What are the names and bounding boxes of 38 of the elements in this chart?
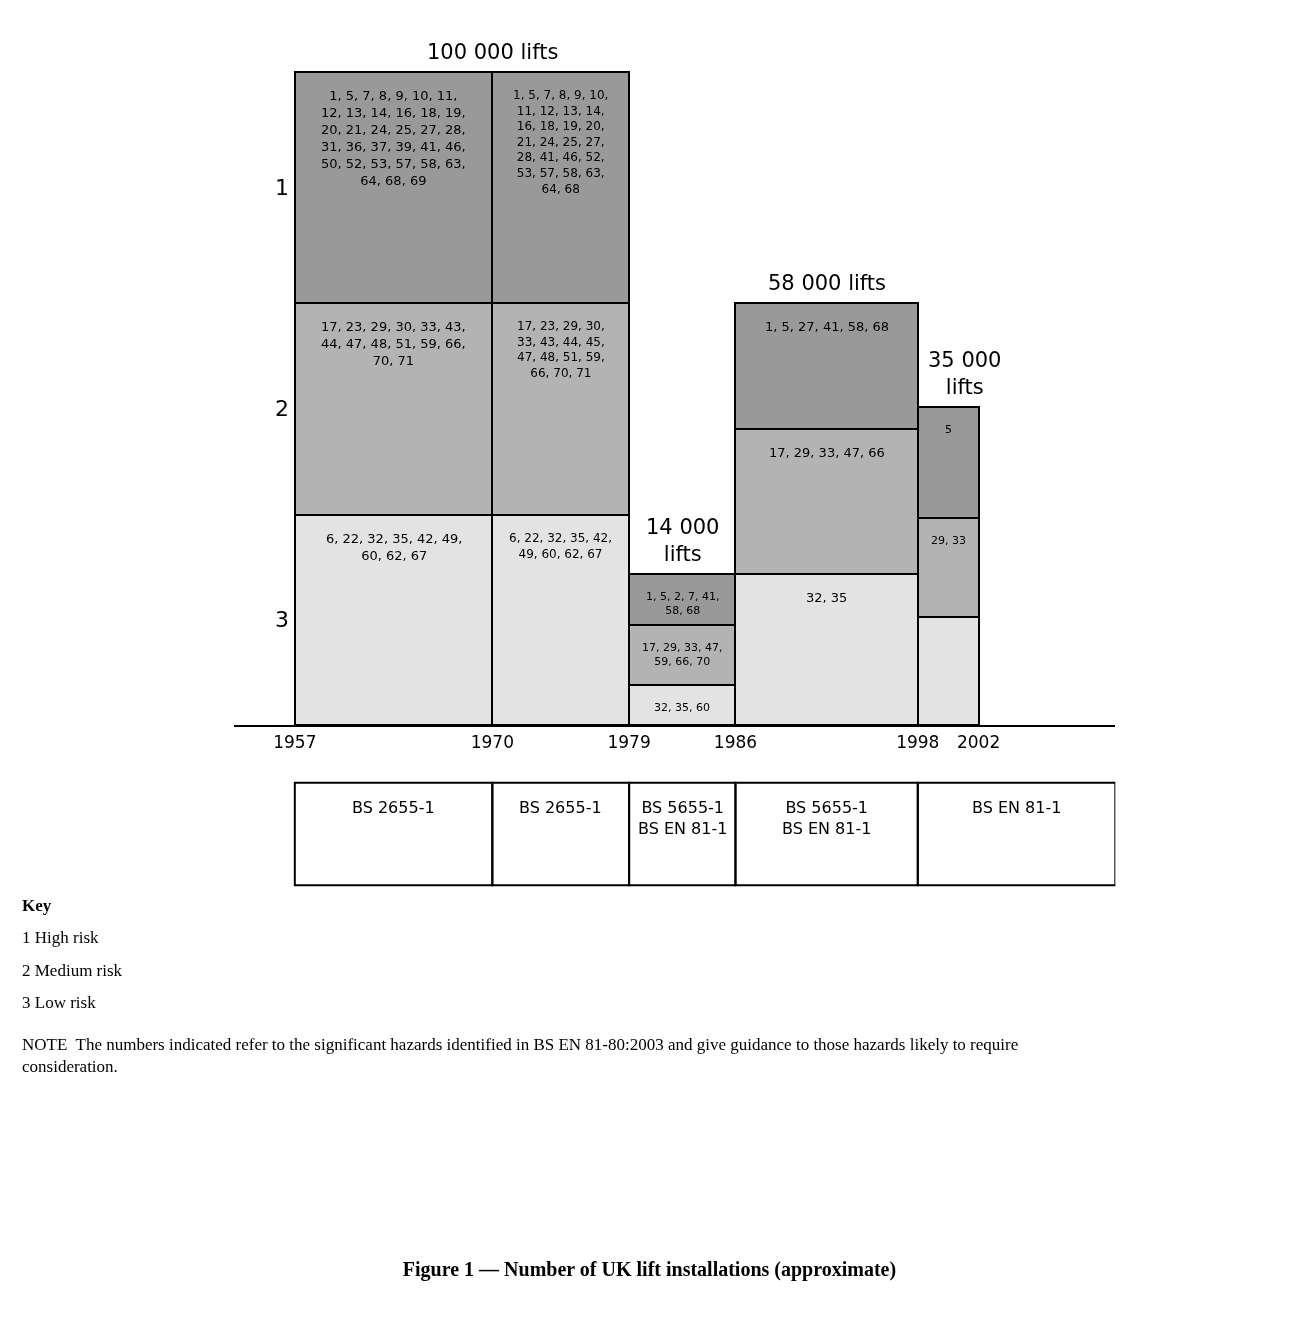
text: 1 High risk [22,928,99,947]
annotation: 6, 22, 32, 35, 42, 49, 60, 62, 67 [326,531,463,563]
text: BS 2655-1 [519,798,602,817]
annotation: 100 000 lifts [427,40,559,64]
text: 2 Medium risk [22,961,123,980]
annotation: 35 000 lifts [928,348,1002,400]
annotation: 17, 29, 33, 47, 59, 66, 70 [642,641,723,669]
annotation: 14 000 lifts [646,515,720,567]
x-tick-label: 1979 [607,731,651,752]
series-label: 1 [275,175,289,200]
text: NOTE The numbers indicated refer to the significant hazards identified in BS EN 81-80:2003 and give guidance to those hazards likely to require consideration. [22,1035,1019,1077]
annotation: 5 [945,423,952,436]
annotation: 1, 5, 7, 8, 9, 10, 11, 12, 13, 14, 16, 18, 19, 20, 21, 24, 25, 27, 28, 31, 36, 37, 39, 41, 46, 50, 52, 53, 57, 58, 63, 64, 68, 69 [321,88,466,188]
annotation: 1, 5, 7, 8, 9, 10, 11, 12, 13, 14, 16, 18, 19, 20, 21, 24, 25, 27, 28, 41, 46, 52, 53, 57, 58, 63, 64, 68 [513,88,609,196]
text: Figure 1 — Number of UK lift installations (approximate) [402,1257,897,1281]
text: BS 2655-1 [352,798,435,817]
annotation: 17, 29, 33, 47, 66 [769,445,885,460]
series-label: 2 [275,396,289,421]
annotation: 32, 35, 60 [654,701,710,714]
text: BS EN 81-1 [972,798,1062,817]
text: 3 Low risk [22,993,97,1012]
annotation: 17, 23, 29, 30, 33, 43, 44, 45, 47, 48, 51, 59, 66, 70, 71 [517,319,605,380]
x-tick-label: 1970 [470,731,514,752]
text: Key [22,896,52,915]
x-tick-label: 1957 [273,731,317,752]
text: BS 5655-1 BS EN 81-1 [638,798,728,838]
annotation: 1, 5, 27, 41, 58, 68 [765,319,890,334]
x-tick-label: 1986 [713,731,758,752]
text: BS 5655-1 BS EN 81-1 [782,798,872,838]
annotation: 17, 23, 29, 30, 33, 43, 44, 47, 48, 51, 59, 66, 70, 71 [321,319,466,368]
annotation: 1, 5, 2, 7, 41, 58, 68 [646,590,720,618]
annotation: 6, 22, 32, 35, 42, 49, 60, 62, 67 [509,531,613,561]
annotation: 29, 33 [931,534,966,547]
annotation: 58 000 lifts [768,271,887,295]
x-tick-label: 2002 [956,731,1001,752]
x-tick-label: 1998 [896,731,940,752]
annotation: 32, 35 [806,590,848,605]
series-label: 3 [275,607,289,632]
